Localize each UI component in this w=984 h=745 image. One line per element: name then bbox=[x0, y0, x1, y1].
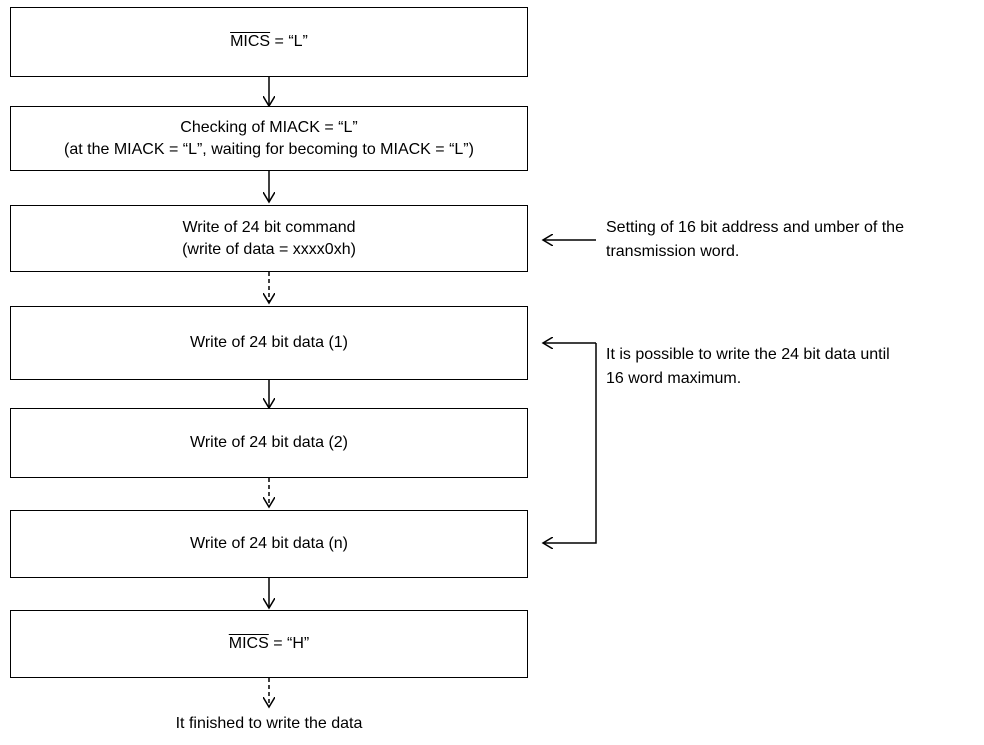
step-text: Write of 24 bit data (1) bbox=[190, 334, 348, 351]
step-write-data-1: Write of 24 bit data (1) bbox=[10, 306, 528, 380]
end-text: It finished to write the data bbox=[175, 715, 363, 732]
mics-value: = “L” bbox=[270, 33, 308, 50]
note-line-2: transmission word. bbox=[606, 243, 740, 260]
step-text: Write of 24 bit data (n) bbox=[190, 535, 348, 552]
step-mics-high: MICS = “H” bbox=[10, 610, 528, 678]
mics-value: = “H” bbox=[268, 635, 310, 652]
note-line-1: It is possible to write the 24 bit data … bbox=[606, 346, 890, 363]
step-text: Write of 24 bit data (2) bbox=[190, 434, 348, 451]
mics-signal: MICS bbox=[228, 635, 269, 652]
mics-signal: MICS bbox=[230, 33, 271, 50]
step-line-1: Checking of MIACK = “L” bbox=[180, 118, 358, 136]
loop-bracket-line bbox=[543, 343, 597, 543]
note-line-1: Setting of 16 bit address and umber of t… bbox=[606, 219, 904, 236]
step-line-1: Write of 24 bit command bbox=[182, 218, 356, 236]
step-write-data-2: Write of 24 bit data (2) bbox=[10, 408, 528, 478]
note-line-2: 16 word maximum. bbox=[606, 370, 742, 387]
step-mics-low: MICS = “L” bbox=[10, 7, 528, 77]
step-line-2: (write of data = xxxx0xh) bbox=[182, 240, 356, 258]
step-write-data-n: Write of 24 bit data (n) bbox=[10, 510, 528, 578]
step-check-miack: Checking of MIACK = “L” (at the MIACK = … bbox=[10, 106, 528, 171]
step-line-2: (at the MIACK = “L”, waiting for becomin… bbox=[64, 140, 474, 158]
note-data-limit: It is possible to write the 24 bit data … bbox=[606, 343, 890, 391]
note-command: Setting of 16 bit address and umber of t… bbox=[606, 216, 904, 264]
step-write-command: Write of 24 bit command (write of data =… bbox=[10, 205, 528, 272]
